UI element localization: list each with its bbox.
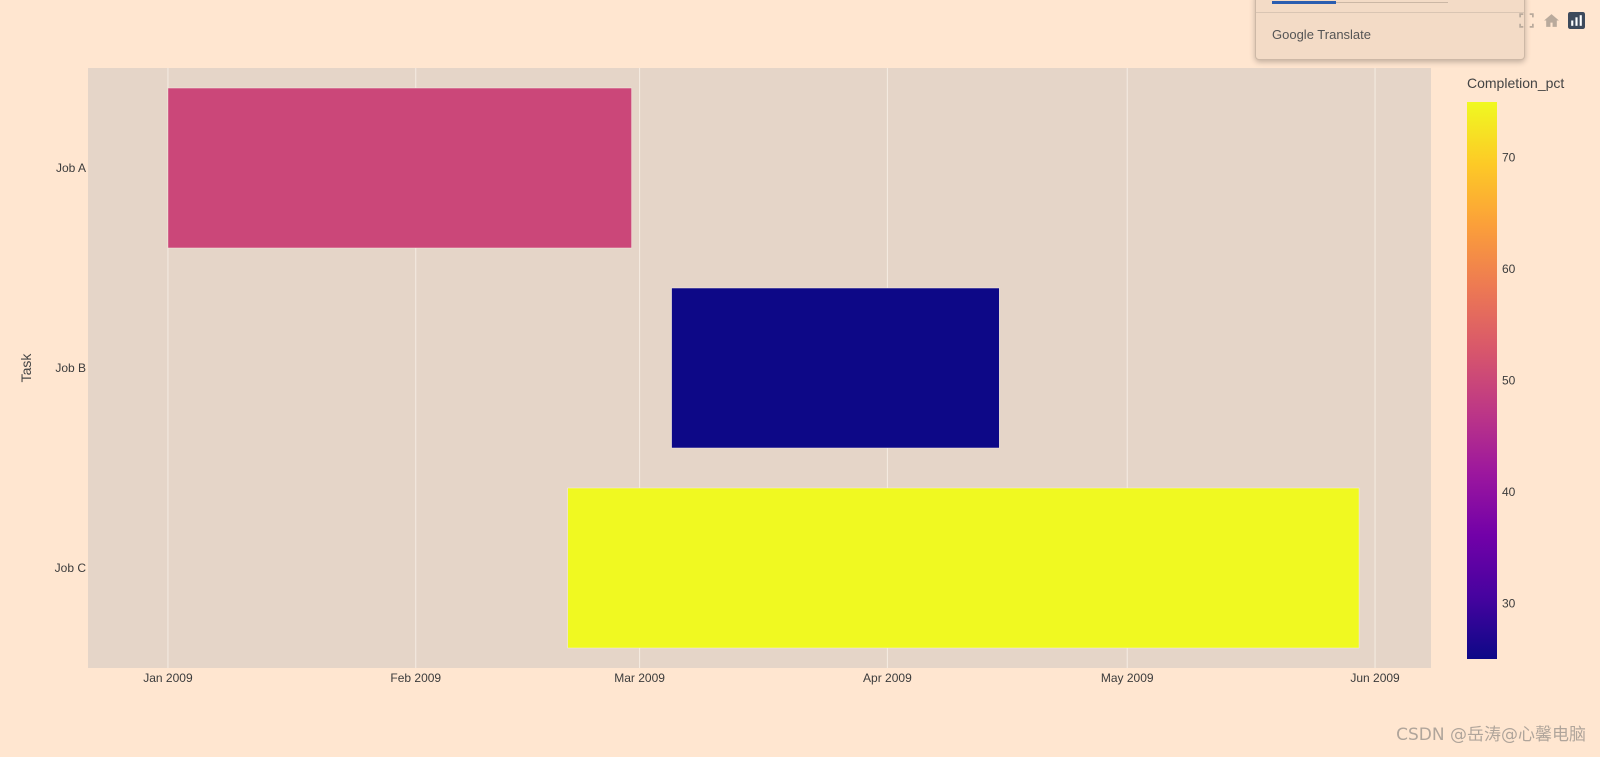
- translate-popup: Google Translate: [1255, 0, 1525, 60]
- watermark: CSDN @岳涛@心馨电脑: [1396, 725, 1586, 745]
- x-tick-label: Apr 2009: [863, 671, 912, 685]
- x-axis-ticks: Jan 2009 Feb 2009 Mar 2009 Apr 2009 May 2009…: [143, 671, 1400, 685]
- colorbar-tick-label: 40: [1502, 485, 1516, 499]
- colorbar-tick-label: 60: [1502, 262, 1516, 276]
- task-bar[interactable]: [671, 287, 1000, 449]
- colorbar-tick-label: 50: [1502, 374, 1516, 388]
- autoscale-icon[interactable]: [1518, 12, 1535, 29]
- y-axis-ticks: Job A Job B Job C: [55, 161, 87, 575]
- home-icon[interactable]: [1543, 12, 1560, 29]
- y-tick-label: Job C: [55, 561, 87, 575]
- colorbar-tick-label: 30: [1502, 596, 1516, 610]
- plotly-logo-icon[interactable]: [1568, 12, 1585, 29]
- x-tick-label: Jun 2009: [1350, 671, 1400, 685]
- colorbar-title: Completion_pct: [1467, 75, 1564, 91]
- task-bar[interactable]: [167, 87, 632, 249]
- colorbar: Completion_pct 30 40 50 60 70: [1467, 75, 1564, 659]
- y-tick-label: Job B: [55, 361, 86, 375]
- modebar: [1518, 12, 1585, 29]
- popup-tab-active[interactable]: [1272, 1, 1336, 4]
- google-translate-brand: Google Translate: [1272, 27, 1372, 42]
- x-tick-label: Jan 2009: [143, 671, 193, 685]
- y-tick-label: Job A: [56, 161, 86, 175]
- x-tick-label: Mar 2009: [614, 671, 665, 685]
- popup-divider: [1256, 12, 1524, 13]
- task-bars: [167, 87, 1360, 649]
- popup-tab-line: [1272, 2, 1448, 3]
- y-axis-title: Task: [18, 353, 34, 383]
- colorbar-tick-label: 70: [1502, 151, 1516, 165]
- x-tick-label: May 2009: [1101, 671, 1154, 685]
- colorbar-gradient: [1467, 102, 1497, 659]
- x-tick-label: Feb 2009: [390, 671, 441, 685]
- task-bar[interactable]: [567, 487, 1360, 649]
- colorbar-ticks: 30 40 50 60 70: [1502, 151, 1516, 611]
